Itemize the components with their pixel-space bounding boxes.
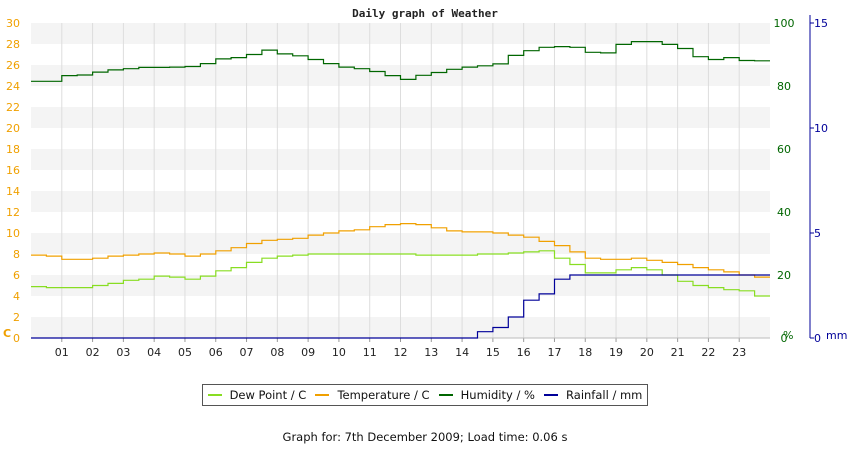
x-tick-label: 14	[455, 346, 469, 359]
x-tick-label: 15	[486, 346, 500, 359]
x-tick-label: 01	[55, 346, 69, 359]
left-tick-label: 14	[6, 185, 20, 198]
left-tick-label: 24	[6, 80, 20, 93]
humidity-tick-label: 60	[777, 143, 791, 156]
humidity-tick-label: 40	[777, 206, 791, 219]
x-tick-label: 11	[363, 346, 377, 359]
left-tick-label: 8	[13, 248, 20, 261]
legend-label-humidity: Humidity / %	[460, 388, 535, 402]
humidity-tick-label: 20	[777, 269, 791, 282]
x-tick-label: 04	[147, 346, 161, 359]
series-line-dew	[31, 250, 770, 297]
x-tick-label: 17	[547, 346, 561, 359]
x-tick-label: 23	[732, 346, 746, 359]
legend-item-humidity: Humidity / %	[438, 388, 535, 402]
x-tick-label: 21	[671, 346, 685, 359]
left-tick-label: 12	[6, 206, 20, 219]
x-tick-label: 07	[240, 346, 254, 359]
left-tick-label: 18	[6, 143, 20, 156]
footer-text: Graph for: 7th December 2009; Load time:…	[282, 430, 568, 444]
left-tick-label: 4	[13, 290, 20, 303]
chart-title: Daily graph of Weather	[352, 7, 498, 20]
series-line-temperature	[31, 223, 770, 278]
x-tick-label: 08	[270, 346, 284, 359]
series-line-rainfall	[31, 274, 770, 339]
x-tick-label: 09	[301, 346, 315, 359]
legend-swatch-temperature	[315, 394, 330, 396]
series-line-humidity	[31, 41, 770, 82]
legend-label-temperature: Temperature / C	[337, 388, 430, 402]
rainfall-axis-ticks: 0 5 10 15	[809, 15, 828, 345]
left-tick-label: 0	[13, 332, 20, 345]
left-tick-label: 10	[6, 227, 20, 240]
legend-label-rainfall: Rainfall / mm	[566, 388, 643, 402]
rainfall-tick-label: 15	[814, 17, 828, 30]
humidity-axis-ticks: 0 20 40 60 80 100	[774, 17, 795, 345]
left-tick-label: 22	[6, 101, 20, 114]
x-tick-label: 20	[640, 346, 654, 359]
rainfall-tick-label: 10	[814, 122, 828, 135]
x-tick-label: 03	[116, 346, 130, 359]
left-tick-label: 26	[6, 59, 20, 72]
x-tick-label: 18	[578, 346, 592, 359]
humidity-axis-unit: %	[783, 329, 793, 342]
x-tick-label: 10	[332, 346, 346, 359]
rainfall-tick-label: 5	[814, 227, 821, 240]
left-tick-label: 30	[6, 17, 20, 30]
x-tick-label: 16	[517, 346, 531, 359]
legend-item-temperature: Temperature / C	[315, 388, 430, 402]
x-tick-label: 06	[209, 346, 223, 359]
x-tick-label: 13	[424, 346, 438, 359]
chart-legend: Dew Point / C Temperature / C Humidity /…	[202, 384, 648, 406]
x-tick-label: 19	[609, 346, 623, 359]
legend-swatch-humidity	[438, 394, 453, 396]
humidity-tick-label: 100	[774, 17, 795, 30]
rainfall-tick-label: 0	[814, 332, 821, 345]
left-axis-unit: C	[3, 327, 11, 340]
legend-swatch-rainfall	[544, 394, 559, 396]
x-axis-ticks: 01 02 03 04 05 06 07 08 09 10 11 12 13 14 15 16 17 18 19 20…	[55, 346, 746, 359]
legend-swatch-dew-point	[207, 394, 222, 396]
series-lines	[31, 41, 770, 339]
humidity-tick-label: 80	[777, 80, 791, 93]
x-tick-label: 22	[701, 346, 715, 359]
legend-item-rainfall: Rainfall / mm	[544, 388, 642, 402]
left-tick-label: 6	[13, 269, 20, 282]
x-tick-label: 02	[86, 346, 100, 359]
x-tick-label: 12	[394, 346, 408, 359]
legend-label-dew-point: Dew Point / C	[229, 388, 307, 402]
rainfall-axis-unit: mm	[826, 329, 847, 342]
left-tick-label: 28	[6, 38, 20, 51]
left-tick-label: 20	[6, 122, 20, 135]
left-tick-label: 16	[6, 164, 20, 177]
legend-item-dew-point: Dew Point / C	[207, 388, 307, 402]
x-tick-label: 05	[178, 346, 192, 359]
humidity-tick-label: 0	[781, 332, 788, 345]
left-tick-label: 2	[13, 311, 20, 324]
